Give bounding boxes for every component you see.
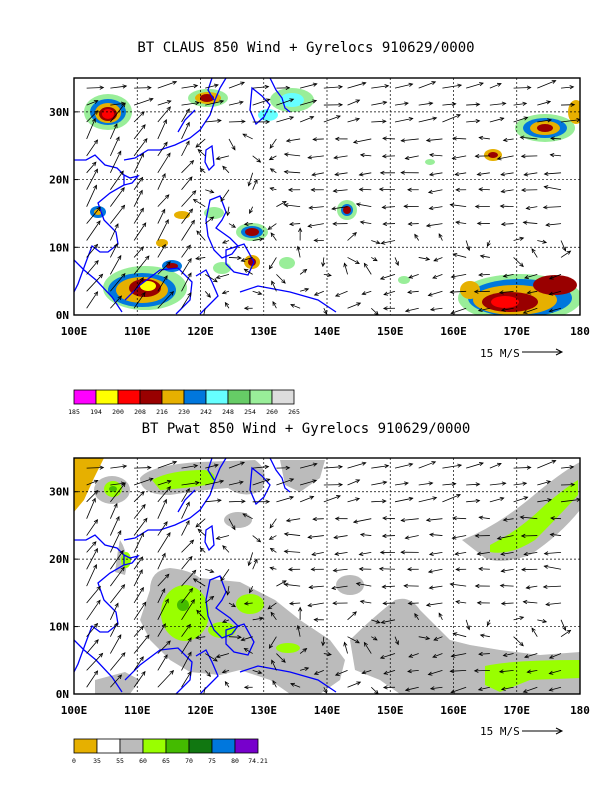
colorbar-label: 75 bbox=[208, 757, 216, 765]
colorbar-label: 254 bbox=[244, 408, 256, 416]
bottom-pwat-field bbox=[74, 458, 580, 694]
lat-tick-label: 10N bbox=[49, 241, 69, 254]
lat-tick-label: 20N bbox=[49, 553, 69, 566]
colorbar-swatch bbox=[211, 738, 236, 754]
colorbar-swatch bbox=[119, 738, 144, 754]
lon-tick-label: 110E bbox=[124, 325, 151, 338]
colorbar-label: 265 bbox=[288, 408, 300, 416]
colorbar-swatch bbox=[95, 389, 119, 405]
lat-tick-label: 30N bbox=[49, 106, 69, 119]
colorbar-label: 230 bbox=[178, 408, 190, 416]
lon-tick-label: 100E bbox=[61, 704, 88, 717]
colorbar-label: 80 bbox=[231, 757, 239, 765]
lat-tick-label: 0N bbox=[56, 309, 69, 322]
colorbar-label: 55 bbox=[116, 757, 124, 765]
colorbar-swatch bbox=[271, 389, 295, 405]
top-panel-title: BT CLAUS 850 Wind + Gyrelocs 910629/0000 bbox=[137, 40, 475, 56]
lon-tick-label: 180 bbox=[570, 704, 590, 717]
bottom-lat-labels: 30N 20N 10N 0N bbox=[49, 486, 78, 701]
lon-tick-label: 160E bbox=[440, 325, 467, 338]
bottom-reference-vector: 15 M/S bbox=[480, 725, 564, 738]
colorbar-swatch bbox=[73, 738, 98, 754]
colorbar-label: 208 bbox=[134, 408, 146, 416]
bottom-panel-title: BT Pwat 850 Wind + Gyrelocs 910629/0000 bbox=[141, 421, 471, 437]
colorbar-swatch bbox=[73, 389, 97, 405]
lon-tick-label: 130E bbox=[251, 704, 278, 717]
lon-tick-label: 130E bbox=[251, 325, 278, 338]
colorbar-swatch bbox=[142, 738, 167, 754]
lon-tick-label: 120E bbox=[187, 704, 214, 717]
colorbar-swatch bbox=[183, 389, 207, 405]
colorbar-label: 216 bbox=[156, 408, 168, 416]
top-wind-vectors bbox=[86, 79, 580, 315]
colorbar-label: 65 bbox=[162, 757, 170, 765]
colorbar-label: 70 bbox=[185, 757, 193, 765]
lon-tick-label: 140E bbox=[314, 704, 341, 717]
colorbar-label: 185 bbox=[68, 408, 80, 416]
lat-tick-label: 20N bbox=[49, 174, 69, 187]
lat-tick-label: 30N bbox=[49, 486, 69, 499]
colorbar-label: 248 bbox=[222, 408, 234, 416]
lon-tick-label: 180 bbox=[570, 325, 590, 338]
top-coastlines bbox=[74, 78, 337, 315]
top-cloud-field bbox=[84, 88, 580, 315]
bottom-map-frame bbox=[73, 457, 581, 695]
colorbar-swatch bbox=[96, 738, 121, 754]
bottom-map-panel: 30N 20N 10N 0N 100E 110E 120E 130E 140E 150E 160E… bbox=[49, 457, 590, 765]
colorbar-label: 0 bbox=[72, 757, 76, 765]
bottom-colorbar: 0 35 55 60 65 70 75 80 74.21 bbox=[72, 738, 268, 765]
colorbar-swatch bbox=[249, 389, 273, 405]
top-lon-labels: 100E 110E 120E 130E 140E 150E 160E 170E 180 bbox=[61, 325, 590, 338]
lon-tick-label: 150E bbox=[377, 704, 404, 717]
lon-tick-label: 160E bbox=[440, 704, 467, 717]
lon-tick-label: 140E bbox=[314, 325, 341, 338]
lon-tick-label: 110E bbox=[124, 704, 151, 717]
lon-tick-label: 150E bbox=[377, 325, 404, 338]
colorbar-swatch bbox=[205, 389, 229, 405]
colorbar-swatch bbox=[117, 389, 141, 405]
colorbar-label: 200 bbox=[112, 408, 124, 416]
colorbar-label: 194 bbox=[90, 408, 102, 416]
top-ref-vector-label: 15 M/S bbox=[480, 347, 520, 360]
colorbar-swatch bbox=[139, 389, 163, 405]
top-colorbar: 185 194 200 208 216 230 242 248 254 260 265 bbox=[68, 389, 300, 416]
bottom-wind-vectors bbox=[86, 459, 580, 694]
top-reference-vector: 15 M/S bbox=[480, 347, 564, 360]
colorbar-label: 74.21 bbox=[248, 757, 268, 765]
colorbar-swatch bbox=[227, 389, 251, 405]
colorbar-label: 35 bbox=[93, 757, 101, 765]
lon-tick-label: 170E bbox=[504, 325, 531, 338]
colorbar-swatch bbox=[161, 389, 185, 405]
lat-tick-label: 10N bbox=[49, 621, 69, 634]
bottom-lon-labels: 100E 110E 120E 130E 140E 150E 160E 170E 180 bbox=[61, 704, 590, 717]
colorbar-swatch bbox=[165, 738, 190, 754]
lon-tick-label: 120E bbox=[187, 325, 214, 338]
lon-tick-label: 100E bbox=[61, 325, 88, 338]
top-map-panel: 30N 20N 10N 0N 100E 110E 120E 130E 140E 150E 160E… bbox=[49, 77, 590, 416]
lat-tick-label: 0N bbox=[56, 688, 69, 701]
colorbar-swatch bbox=[234, 738, 259, 754]
bottom-ref-vector-label: 15 M/S bbox=[480, 725, 520, 738]
top-map-frame bbox=[73, 77, 581, 316]
top-lat-labels: 30N 20N 10N 0N bbox=[49, 106, 78, 322]
colorbar-label: 242 bbox=[200, 408, 212, 416]
colorbar-swatch bbox=[188, 738, 213, 754]
colorbar-label: 260 bbox=[266, 408, 278, 416]
colorbar-label: 60 bbox=[139, 757, 147, 765]
lon-tick-label: 170E bbox=[504, 704, 531, 717]
